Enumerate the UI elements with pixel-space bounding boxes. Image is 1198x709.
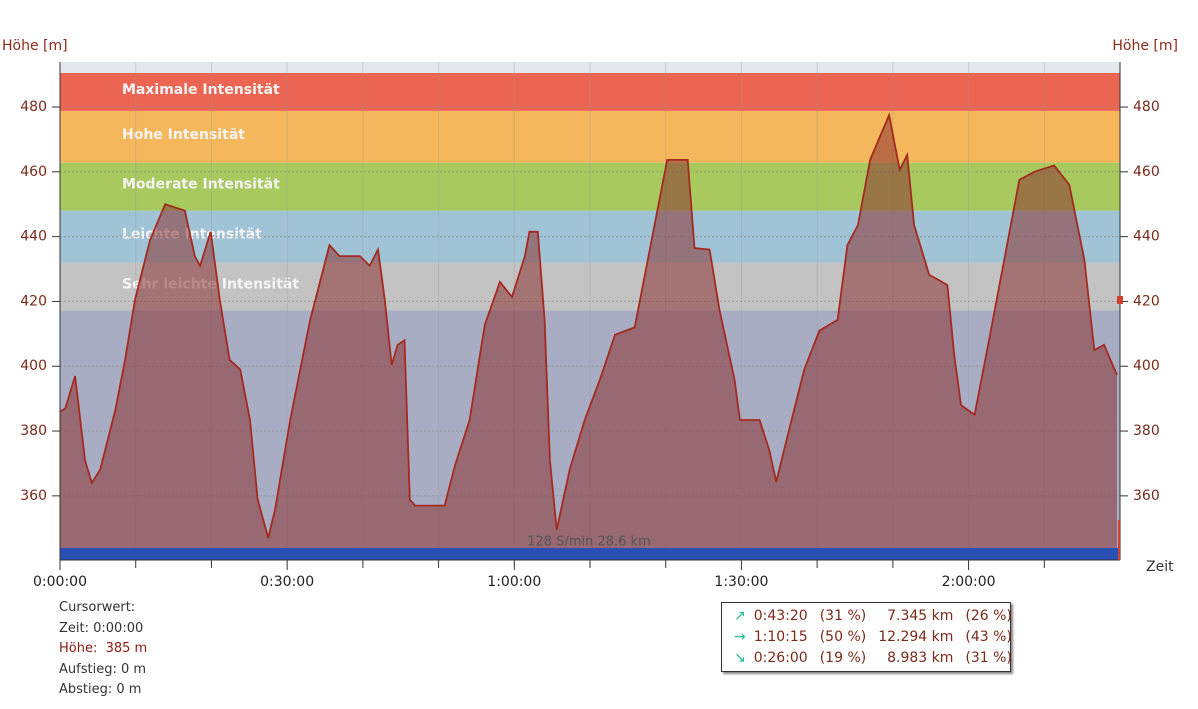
zone-band bbox=[60, 162, 1120, 211]
zone-band bbox=[60, 73, 1120, 111]
stats-cell: (50 %) bbox=[819, 629, 867, 645]
x-tick-label: 0:30:00 bbox=[260, 574, 314, 590]
stats-row: → 1:10:15 (50 %) 12.294 km (43 %) bbox=[728, 627, 1018, 648]
stats-cell: (31 %) bbox=[965, 650, 1012, 666]
y2-tick-label: 440 bbox=[1133, 229, 1160, 245]
y2-axis-label: Höhe [m] bbox=[1112, 38, 1178, 54]
x-tick-label: 1:00:00 bbox=[487, 574, 541, 590]
y2-tick-label: 480 bbox=[1133, 99, 1160, 115]
stats-cell: (19 %) bbox=[819, 650, 867, 666]
y-tick-label: 460 bbox=[20, 164, 47, 180]
stats-cell: (31 %) bbox=[819, 608, 867, 624]
y2-tick-label: 380 bbox=[1133, 423, 1160, 439]
x-tick-label: 2:00:00 bbox=[942, 574, 996, 590]
stats-cell: 0:26:00 bbox=[753, 650, 808, 666]
zone-label: Maximale Intensität bbox=[122, 82, 280, 98]
stats-cell: 12.294 km bbox=[878, 629, 954, 645]
stats-cell: 8.983 km bbox=[887, 650, 954, 666]
stats-row: ↗ 0:43:20 (31 %) 7.345 km (26 %) bbox=[728, 606, 1018, 627]
y2-tick-label: 460 bbox=[1133, 164, 1160, 180]
stats-cell: 0:43:20 bbox=[753, 608, 808, 624]
y-axis-label: Höhe [m] bbox=[2, 38, 68, 54]
footer-text: 128 S/min 28.6 km bbox=[527, 535, 651, 550]
zone-label: Moderate Intensität bbox=[122, 177, 280, 193]
stats-cell: ↘ bbox=[734, 650, 746, 666]
stats-box: ↗ 0:43:20 (31 %) 7.345 km (26 %) → 1:10:15 (50 … bbox=[721, 602, 1012, 672]
cursor-marker bbox=[1117, 296, 1123, 304]
chart: Maximale Intensität Hohe Intensität Modera… bbox=[2, 38, 1178, 590]
y2-tick-label: 420 bbox=[1133, 293, 1160, 309]
stats-table: ↗ 0:43:20 (31 %) 7.345 km (26 %) → 1:10:15 (50 … bbox=[728, 606, 1018, 669]
x-tick-label: 1:30:00 bbox=[714, 574, 768, 590]
y-tick-label: 480 bbox=[20, 99, 47, 115]
stats-cell: ↗ bbox=[734, 608, 746, 624]
y-tick-label: 440 bbox=[20, 229, 47, 245]
cursor-descent: Abstieg: 0 m bbox=[59, 682, 142, 697]
y-tick-label: 420 bbox=[20, 293, 47, 309]
cursor-time: Zeit: 0:00:00 bbox=[59, 620, 144, 636]
y2-tick-label: 360 bbox=[1133, 488, 1160, 504]
area-line bbox=[59, 112, 1118, 539]
cursor-title: Cursorwert: bbox=[59, 600, 136, 615]
x-axis-label: Zeit bbox=[1146, 559, 1174, 575]
zone-band bbox=[60, 110, 1120, 163]
cursor-ascent: Aufstieg: 0 m bbox=[59, 661, 147, 677]
cursor-height: Höhe: 385 m bbox=[59, 641, 148, 656]
stats-cell: 1:10:15 bbox=[753, 629, 808, 645]
stats-cell: 7.345 km bbox=[887, 608, 954, 624]
area-fill bbox=[60, 115, 1117, 560]
y-tick-label: 360 bbox=[20, 488, 47, 504]
area-layer bbox=[59, 112, 1118, 560]
y-tick-label: 400 bbox=[20, 358, 47, 374]
y2-tick-label: 400 bbox=[1133, 358, 1160, 374]
bottom-strip bbox=[60, 548, 1120, 560]
zone-label: Hohe Intensität bbox=[122, 127, 245, 143]
stats-cell: (26 %) bbox=[965, 608, 1012, 624]
cursor-info: Cursorwert: Zeit: 0:00:00 Höhe: 385 m Au… bbox=[59, 598, 147, 701]
x-tick-label: 0:00:00 bbox=[33, 574, 87, 590]
y-tick-label: 380 bbox=[20, 423, 47, 439]
stats-cell: → bbox=[734, 629, 746, 645]
stats-row: ↘ 0:26:00 (19 %) 8.983 km (31 %) bbox=[728, 648, 1018, 669]
axes: 360 360 380 380 400 400 420 420 440 440 460 460 480 4… bbox=[20, 62, 1160, 590]
stats-cell: (43 %) bbox=[965, 629, 1012, 645]
